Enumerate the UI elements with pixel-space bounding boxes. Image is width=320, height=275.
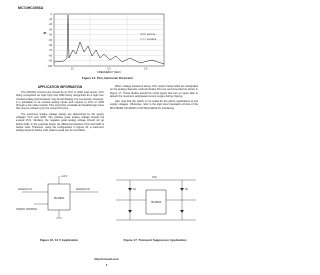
circuit-label: ANALOG O/I <box>76 188 90 191</box>
y-tick-label: -40 <box>49 35 53 37</box>
y-tick-label: -20 <box>49 24 53 26</box>
spectrum-curve <box>53 14 165 65</box>
y-tick-label: 0 <box>51 14 53 16</box>
y-tick-label: -10 <box>49 19 53 21</box>
y-tick-label: -60 <box>49 45 53 47</box>
figure-caption: Figure 17. Transient Suppressor Applicat… <box>123 238 187 242</box>
figure-16: +12 V ANALOG I/O ANALOG O/I ON/OFF CONTR… <box>16 175 98 219</box>
right-column: When voltage transients above VCC and/or… <box>110 85 198 112</box>
y-axis-label: dB <box>43 31 47 35</box>
paragraph: Also note that the switch is not suited … <box>110 100 198 110</box>
page: MC74HC4066A 0 -10 -20 -30 -40 -50 -60 -70 -80 -90… <box>16 6 198 267</box>
x-tick-label: 1.0 <box>71 69 75 71</box>
footer-url[interactable]: http://onsemi.com <box>94 257 119 261</box>
circuit-label: VCC <box>152 176 157 179</box>
section-heading: APPLICATION INFORMATION <box>37 85 83 89</box>
header-title: MC74HC4066A <box>18 6 44 10</box>
y-tick-label: -70 <box>49 50 53 52</box>
circuit-label: Dx <box>185 188 189 191</box>
left-column: The ON/OFF Control pins should be at VCC… <box>16 91 104 135</box>
figure-17: VCC Dx Dx HC4066A <box>116 176 196 221</box>
circuit-label: +12 V <box>61 175 68 178</box>
page-number: 8 <box>105 263 108 267</box>
circuit-label: Dx <box>133 188 137 191</box>
circuit-label: HC4066A <box>151 201 162 204</box>
paragraph: The maximum analog voltage swings are de… <box>16 112 104 133</box>
x-tick-label: 3.0 <box>144 69 148 71</box>
figure-15: 0 -10 -20 -30 -40 -50 -60 -70 -80 -90 -100 1.0 2.0 3.… <box>43 13 165 74</box>
x-tick-label: 2.0 <box>107 69 111 71</box>
figure-caption: Figure 16. 12 V Application <box>39 238 79 242</box>
legend-entry: SOURCE <box>147 39 157 41</box>
y-tick-label: -30 <box>49 29 53 31</box>
x-axis-label: FREQUENCY (kHz) <box>97 70 120 74</box>
paragraph: The ON/OFF Control pins should be at VCC… <box>16 91 104 111</box>
y-tick-label: -80 <box>49 55 53 57</box>
y-tick-label: -100 <box>47 66 52 68</box>
paragraph: When voltage transients above VCC and/or… <box>110 85 198 98</box>
y-tick-label: -50 <box>49 40 53 42</box>
circuit-label: HC4066A <box>54 197 65 200</box>
legend-entry: DEVICE <box>147 34 156 36</box>
circuit-label: ANALOG I/O <box>18 188 32 191</box>
y-tick-label: -90 <box>49 61 53 63</box>
circuit-label: ON/OFF CONTROL <box>16 208 38 211</box>
figure-caption: Figure 15. Plot, Harmonic Distortion <box>81 76 134 80</box>
